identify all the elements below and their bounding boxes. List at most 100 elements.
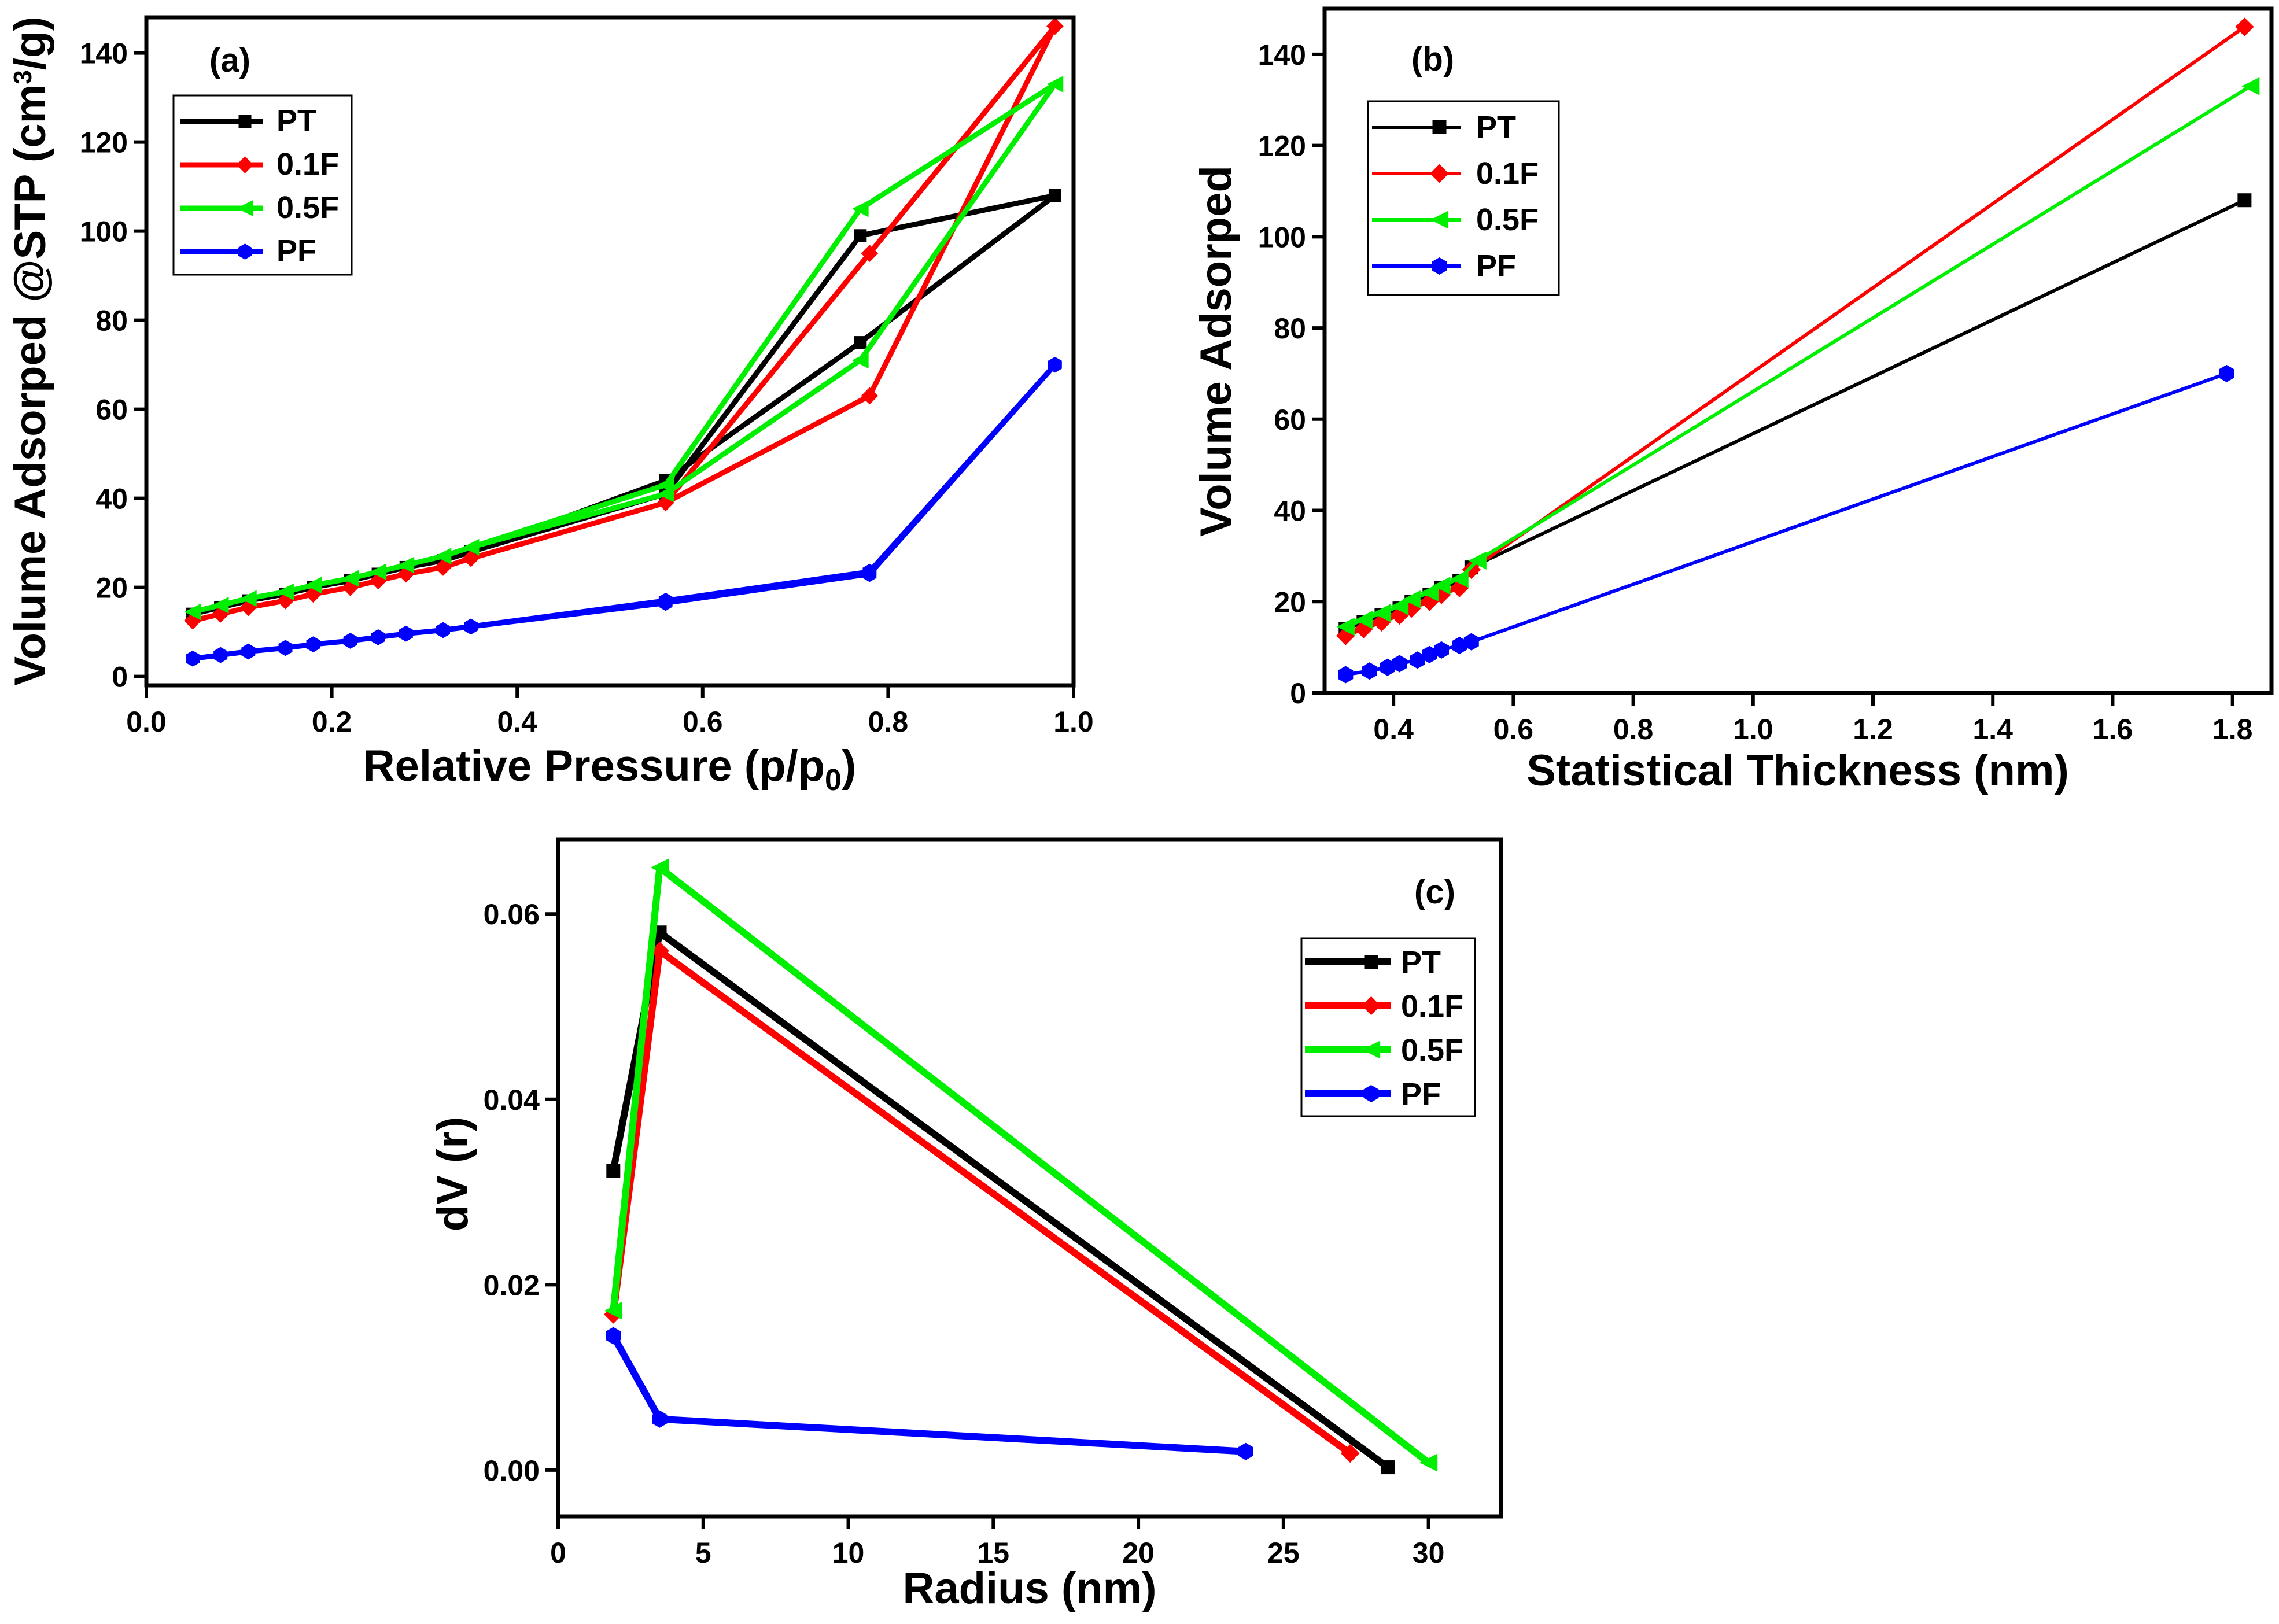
x-tick-label: 1.8 xyxy=(2212,713,2253,745)
data-point xyxy=(342,570,359,587)
data-point xyxy=(464,618,478,635)
data-point xyxy=(604,1301,622,1320)
data-point xyxy=(1420,583,1439,602)
y-axis-label: Volume Adsorped @STP (cm3/g) xyxy=(6,16,55,685)
data-point xyxy=(861,245,879,262)
data-point xyxy=(1362,662,1377,680)
legend-label: 0.5F xyxy=(1401,1033,1463,1068)
x-tick-label: 25 xyxy=(1267,1537,1300,1569)
y-axis-ticks: 0 20 40 60 80 100 120 140 xyxy=(1258,39,1325,710)
y-axis-label: dV (r) xyxy=(428,1117,477,1231)
x-tick-label: 1.0 xyxy=(1733,713,1773,745)
y-tick-label: 20 xyxy=(1274,586,1306,618)
plot-area xyxy=(604,858,1438,1475)
y-tick-label: 0.02 xyxy=(484,1269,540,1301)
data-point xyxy=(1238,1442,1253,1460)
data-point xyxy=(1048,356,1062,373)
plot-area xyxy=(1336,17,2260,684)
data-point xyxy=(1452,637,1467,654)
legend: PT 0.1F 0.5F PF xyxy=(172,94,353,276)
x-axis-ticks: 0.0 0.2 0.4 0.6 0.8 1.0 xyxy=(126,685,1094,738)
data-point xyxy=(861,387,879,405)
data-point xyxy=(862,566,877,582)
series-PF xyxy=(606,1327,1253,1460)
y-tick-label: 60 xyxy=(1274,404,1306,436)
x-tick-label: 0.6 xyxy=(683,706,723,738)
legend-label: PT xyxy=(1401,945,1441,980)
series-PF xyxy=(1338,364,2234,684)
series-0.5F xyxy=(184,76,1064,621)
data-point xyxy=(1468,551,1487,570)
data-point xyxy=(1046,76,1064,93)
x-tick-label: 0.4 xyxy=(1373,713,1414,745)
y-tick-label: 0 xyxy=(112,661,128,693)
data-point xyxy=(1410,651,1425,669)
x-tick-label: 0.8 xyxy=(1613,713,1654,745)
panel-b: 0.4 0.6 0.8 1.0 1.2 1.4 1.6 1.8 0 20 40 60 80 100 120… xyxy=(1192,6,2274,795)
legend: PT 0.1F 0.5F PF xyxy=(1300,937,1476,1117)
legend: PT 0.1F 0.5F PF xyxy=(1367,100,1560,296)
data-point xyxy=(277,584,294,600)
data-point xyxy=(306,636,320,652)
x-tick-label: 1.6 xyxy=(2093,713,2133,745)
data-point xyxy=(371,629,385,645)
y-tick-label: 0.04 xyxy=(484,1084,540,1116)
data-point xyxy=(1372,604,1391,622)
y-tick-label: 80 xyxy=(1274,312,1306,345)
panel-label: (a) xyxy=(209,42,250,79)
data-point xyxy=(1434,641,1449,659)
data-point xyxy=(1419,1453,1438,1472)
data-point xyxy=(1463,633,1479,651)
data-point xyxy=(278,640,293,656)
data-point xyxy=(1380,658,1395,676)
data-point xyxy=(1338,666,1354,684)
plot-frame xyxy=(144,15,1076,688)
legend-label: 0.1F xyxy=(1401,989,1463,1024)
data-point xyxy=(240,590,257,607)
data-point xyxy=(399,625,413,642)
data-point xyxy=(1390,597,1409,615)
legend-label: 0.1F xyxy=(276,147,339,182)
y-tick-label: 100 xyxy=(80,216,128,248)
y-tick-label: 0 xyxy=(1290,677,1306,710)
data-point xyxy=(1430,164,1449,183)
data-point xyxy=(239,599,257,617)
x-tick-label: 1.4 xyxy=(1972,713,2013,745)
y-tick-label: 0.00 xyxy=(484,1455,540,1487)
series-0.5F xyxy=(604,858,1438,1472)
y-tick-label: 40 xyxy=(1274,495,1306,527)
data-point xyxy=(2241,77,2260,95)
series-PF xyxy=(186,356,1062,667)
legend-label: PF xyxy=(1476,249,1516,283)
y-axis-label: Volume Adsorped xyxy=(1192,165,1241,537)
data-point xyxy=(397,556,415,574)
data-point xyxy=(343,633,357,649)
y-tick-label: 140 xyxy=(80,38,128,70)
x-axis-label: Relative Pressure (p/p0) xyxy=(363,741,857,797)
data-point xyxy=(304,585,322,603)
data-point xyxy=(212,597,229,614)
data-point xyxy=(1402,590,1421,608)
data-point xyxy=(852,352,869,369)
data-point xyxy=(184,603,201,621)
data-point xyxy=(1048,189,1061,202)
panel-c: 0 5 10 15 20 25 30 0.00 0.02 0.04 0.06 (c) Radius… xyxy=(428,837,1503,1613)
x-tick-label: 1.0 xyxy=(1053,706,1094,738)
data-point xyxy=(658,595,673,611)
data-point xyxy=(1354,611,1373,629)
x-tick-label: 0.8 xyxy=(868,706,909,738)
x-axis-ticks: 0 5 10 15 20 25 30 xyxy=(550,1516,1444,1569)
data-point xyxy=(657,477,674,493)
data-point xyxy=(1336,618,1355,636)
legend-entries: PT 0.1F 0.5F PF xyxy=(180,104,339,268)
legend-entries: PT 0.1F 0.5F PF xyxy=(1372,110,1539,283)
data-point xyxy=(212,605,230,623)
y-tick-label: 100 xyxy=(1258,221,1306,253)
data-point xyxy=(462,539,480,556)
data-point xyxy=(2237,193,2252,208)
x-tick-label: 10 xyxy=(832,1537,865,1569)
data-point xyxy=(238,115,252,128)
y-tick-label: 120 xyxy=(1258,130,1306,163)
series-0.5F xyxy=(1336,77,2260,636)
